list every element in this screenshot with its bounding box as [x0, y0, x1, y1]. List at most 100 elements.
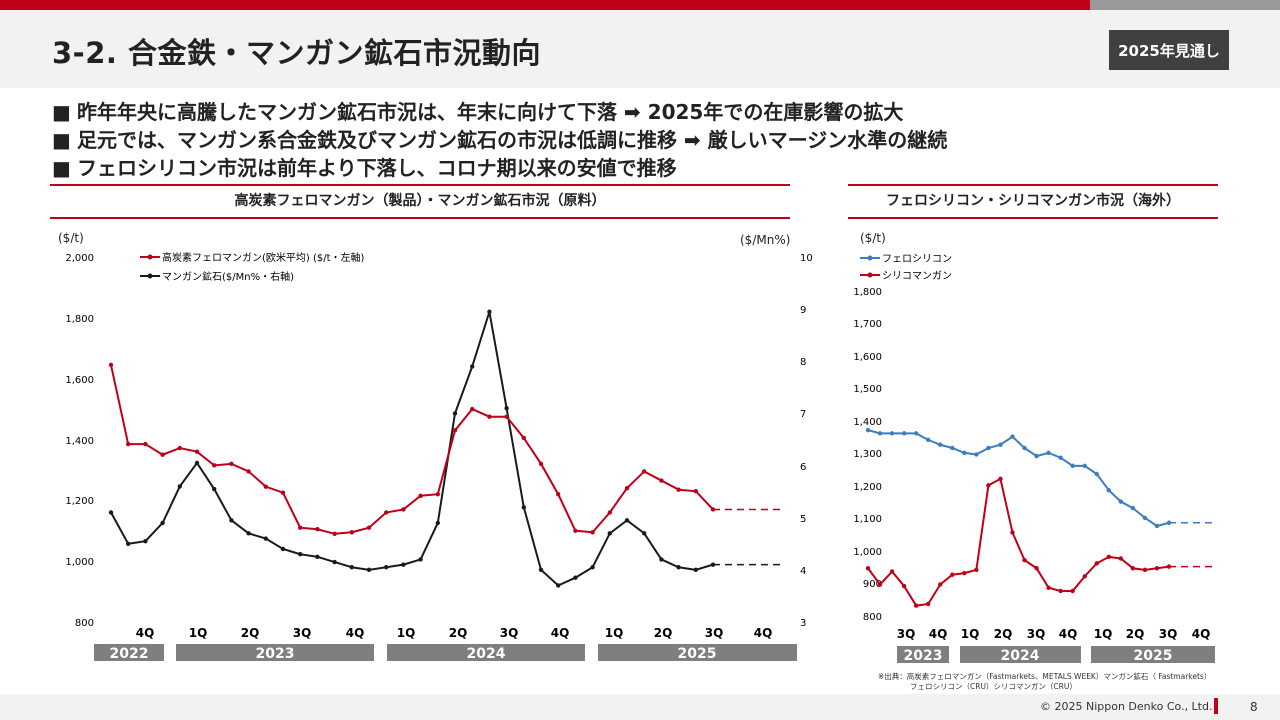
right-y-tick: 3: [800, 618, 806, 629]
left-y-tick: 2,000: [65, 253, 94, 264]
ferrosilicon-point: [1118, 499, 1124, 504]
left-panel-top-rule: [50, 184, 790, 186]
quarter-label: 2Q: [994, 627, 1013, 641]
bullet-text: 足元では、マンガン系合金鉄及びマンガン鉱石の市況は低調に推移 ➡ 厳しいマージン…: [76, 128, 948, 152]
right-chart-title: フェロシリコン・シリコマンガン市況（海外）: [886, 193, 1180, 209]
legend-label-silicomanganese: シリコマンガン: [882, 270, 952, 282]
silicomanganese-point: [913, 603, 919, 608]
ferromanganese-ore-chart: ($/t) ($/Mn%) 2,000 1,800 1,600 1,400 1,…: [58, 231, 813, 662]
bullet-list: ■ 昨年年央に高騰したマンガン鉱石市況は、年末に向けて下落 ➡ 2025年での在…: [52, 98, 947, 182]
manganese-ore-point: [263, 536, 268, 541]
manganese-ore-point: [229, 518, 234, 523]
manganese-ore-point: [177, 484, 182, 489]
silicomanganese-point: [877, 582, 883, 587]
ferrosilicon-point: [1106, 488, 1111, 493]
top-accent-bar: [0, 0, 1090, 10]
quarter-label: 2Q: [449, 626, 468, 640]
year-bar-2025: [598, 644, 797, 661]
silicomanganese-point: [1082, 574, 1087, 579]
ferromanganese-point: [229, 461, 234, 467]
silicomanganese-point: [1070, 588, 1075, 594]
silicomanganese-point: [1094, 561, 1099, 566]
quarter-label: 2Q: [1126, 627, 1145, 641]
ferromanganese-point: [590, 530, 595, 535]
ferrosilicon-line: [867, 429, 1170, 528]
ferromanganese-point: [452, 428, 458, 433]
silicomanganese-point: [1142, 567, 1148, 573]
y-tick: 800: [863, 612, 882, 623]
left-y-tick: 1,600: [65, 375, 94, 386]
ferromanganese-point: [470, 406, 475, 412]
right-y-tick: 6: [800, 462, 806, 473]
year-bar-2025: [1091, 646, 1215, 663]
page-title: 3-2. 合金鉄・マンガン鉱石市況動向: [52, 36, 542, 70]
left-y-tick: 1,000: [65, 557, 94, 568]
left-y-tick: 800: [75, 618, 94, 629]
manganese-ore-point: [194, 460, 200, 466]
ferromanganese-point: [212, 463, 217, 468]
manganese-ore-point: [590, 565, 595, 570]
quarter-label: 3Q: [293, 626, 312, 640]
ferrosilicon-point: [913, 431, 919, 436]
ferromanganese-point: [126, 441, 131, 447]
left-axis-unit: ($/t): [58, 231, 84, 245]
quarter-label: 4Q: [1059, 627, 1078, 641]
left-y-ticks: 2,000 1,800 1,600 1,400 1,200 1,000 800: [65, 253, 94, 629]
legend-label-manganese-ore: マンガン鉱石($/Mn%・右軸): [162, 270, 294, 283]
manganese-ore-point: [659, 557, 664, 562]
manganese-ore-point: [521, 505, 526, 510]
y-tick: 1,300: [853, 449, 882, 460]
ferromanganese-line: [110, 364, 714, 535]
y-tick: 1,100: [853, 514, 882, 525]
right-chart-unit: ($/t): [860, 231, 886, 245]
legend-marker-silicomanganese: [867, 272, 873, 278]
year-label: 2025: [678, 646, 717, 662]
silicomanganese-point: [1034, 566, 1039, 571]
ferromanganese-point: [280, 490, 286, 495]
quarter-label: 1Q: [961, 627, 980, 641]
ferrosilicon-point: [1058, 455, 1063, 460]
ferrosilicon-point: [901, 431, 907, 436]
manganese-ore-point: [504, 406, 509, 411]
ferromanganese-point: [160, 452, 165, 457]
quarter-label: 4Q: [929, 627, 948, 641]
ferromanganese-point: [384, 510, 389, 515]
ferrosilicon-point: [986, 445, 991, 451]
source-note: ※出典：高炭素フェロマンガン（Fastmarkets、METALS WEEK）マ…: [878, 672, 1211, 692]
manganese-ore-point: [212, 486, 217, 492]
right-panel-bottom-rule: [848, 217, 1218, 219]
silicomanganese-point: [1022, 557, 1027, 563]
bullet-square-icon: ■: [52, 156, 71, 180]
right-chart-year-bars: 2023 2024 2025: [897, 646, 1215, 664]
silicomanganese-point: [901, 583, 907, 589]
quarter-label: 2Q: [241, 626, 260, 640]
silicomanganese-point: [865, 566, 871, 571]
ferromanganese-point: [401, 507, 406, 512]
quarter-label: 3Q: [705, 626, 724, 640]
silicomanganese-point: [1130, 566, 1136, 571]
left-quarter-labels: 4Q 1Q 2Q 3Q 4Q 1Q 2Q 3Q 4Q 1Q 2Q 3Q 4Q: [136, 626, 773, 640]
quarter-label: 3Q: [1159, 627, 1178, 641]
silicomanganese-point: [938, 582, 943, 587]
legend-label-ferrosilicon: フェロシリコン: [882, 254, 952, 265]
legend-marker-ferromanganese: [147, 254, 153, 260]
left-panel-bottom-rule: [50, 217, 790, 219]
bullet-item: ■ 昨年年央に高騰したマンガン鉱石市況は、年末に向けて下落 ➡ 2025年での在…: [52, 98, 947, 126]
source-line: フェロシリコン（CRU）シリコマンガン（CRU）: [910, 682, 1077, 691]
year-label: 2022: [110, 646, 149, 662]
manganese-ore-point: [298, 552, 303, 557]
bullet-item: ■ 足元では、マンガン系合金鉄及びマンガン鉱石の市況は低調に推移 ➡ 厳しいマー…: [52, 126, 947, 154]
right-y-tick: 5: [800, 514, 806, 525]
legend-marker-manganese-ore: [147, 273, 153, 279]
quarter-label: 1Q: [397, 626, 416, 640]
quarter-label: 1Q: [1094, 627, 1113, 641]
left-y-tick: 1,200: [65, 496, 94, 507]
manganese-ore-point: [366, 567, 372, 573]
manganese-ore-point: [624, 518, 630, 523]
y-tick: 1,700: [853, 319, 882, 330]
silicomanganese-point: [950, 572, 955, 577]
ferrosilicon-point: [998, 442, 1003, 447]
legend-marker-ferrosilicon: [867, 255, 873, 261]
manganese-ore-point: [642, 531, 647, 536]
year-label: 2023: [256, 646, 295, 662]
